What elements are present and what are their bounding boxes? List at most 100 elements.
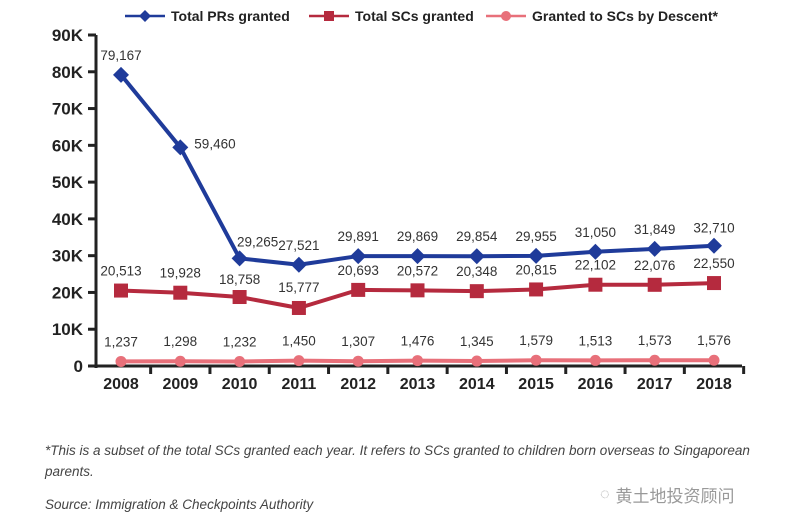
legend-label: Total PRs granted bbox=[171, 8, 290, 24]
data-label: 29,854 bbox=[456, 229, 498, 244]
y-tick-label: 80K bbox=[52, 63, 84, 82]
x-tick-label: 2013 bbox=[400, 376, 436, 393]
y-tick-label: 20K bbox=[52, 283, 84, 302]
y-tick-label: 60K bbox=[52, 136, 84, 155]
x-tick-label: 2008 bbox=[103, 376, 139, 393]
data-label: 29,891 bbox=[338, 229, 379, 244]
data-label: 19,928 bbox=[160, 266, 201, 281]
y-tick-label: 90K bbox=[52, 26, 84, 45]
data-point-diamond bbox=[231, 250, 248, 267]
legend-item-scs: Total SCs granted bbox=[309, 6, 474, 26]
data-point-diamond bbox=[646, 240, 663, 257]
data-point-diamond bbox=[409, 248, 426, 265]
data-point-square bbox=[114, 283, 128, 298]
data-label: 32,710 bbox=[693, 221, 734, 236]
data-point-square bbox=[529, 282, 544, 297]
legend-label: Total SCs granted bbox=[355, 8, 474, 24]
x-tick-label: 2016 bbox=[578, 376, 614, 393]
data-point-square bbox=[410, 283, 425, 298]
data-point-circle bbox=[530, 354, 542, 366]
data-label: 1,232 bbox=[223, 334, 257, 349]
footnote: *This is a subset of the total SCs grant… bbox=[45, 443, 750, 479]
wechat-icon: ◌ bbox=[600, 485, 610, 503]
legend-item-descent: Granted to SCs by Descent* bbox=[486, 6, 718, 26]
data-label: 22,102 bbox=[575, 258, 616, 273]
chart-legend: Total PRs granted Total SCs granted Gran… bbox=[0, 6, 800, 28]
data-point-diamond bbox=[528, 247, 545, 264]
data-point-circle bbox=[174, 355, 186, 367]
data-point-square bbox=[232, 290, 247, 305]
x-tick-label: 2009 bbox=[163, 376, 199, 393]
data-label: 1,450 bbox=[282, 334, 316, 349]
data-point-diamond bbox=[587, 243, 604, 260]
data-point-circle bbox=[649, 354, 661, 366]
legend-marker-square-icon bbox=[309, 11, 349, 21]
x-tick-label: 2012 bbox=[340, 376, 376, 393]
data-point-square bbox=[469, 284, 484, 299]
data-point-diamond bbox=[706, 237, 722, 254]
data-label: 20,693 bbox=[338, 263, 379, 278]
data-point-circle bbox=[471, 355, 483, 367]
data-label: 22,550 bbox=[693, 256, 734, 271]
data-label: 20,513 bbox=[100, 264, 141, 279]
data-label: 1,307 bbox=[341, 334, 375, 349]
data-label: 18,758 bbox=[219, 272, 260, 287]
x-tick-label: 2011 bbox=[282, 376, 317, 393]
data-label: 1,476 bbox=[401, 334, 435, 349]
data-label: 22,076 bbox=[634, 258, 675, 273]
data-label: 20,348 bbox=[456, 264, 497, 279]
data-point-circle bbox=[352, 355, 364, 367]
y-tick-label: 30K bbox=[52, 247, 84, 266]
data-point-diamond bbox=[468, 248, 485, 265]
line-chart: 0 10K 20K 30K 40K 50K 60K 70K 80K 90K 2008 2009 2010… bbox=[52, 26, 746, 393]
data-label: 20,572 bbox=[397, 263, 438, 278]
x-tick-label: 2015 bbox=[518, 376, 554, 393]
x-tick-label: 2010 bbox=[222, 376, 258, 393]
data-label: 79,167 bbox=[100, 48, 141, 63]
data-point-circle bbox=[708, 354, 720, 366]
data-point-square bbox=[707, 276, 721, 291]
data-point-square bbox=[351, 282, 366, 297]
data-point-square bbox=[588, 277, 603, 292]
data-label: 20,815 bbox=[515, 262, 556, 277]
source-note: Source: Immigration & Checkpoints Author… bbox=[45, 497, 314, 512]
data-point-circle bbox=[412, 355, 423, 367]
data-point-circle bbox=[589, 354, 601, 366]
watermark: ◌ 黄土地投资顾问 bbox=[600, 482, 735, 507]
data-label: 1,513 bbox=[579, 333, 613, 348]
y-tick-label: 10K bbox=[52, 320, 84, 339]
legend-marker-circle-icon bbox=[486, 11, 526, 21]
data-label: 1,579 bbox=[519, 333, 553, 348]
data-point-diamond bbox=[113, 66, 129, 83]
legend-item-prs: Total PRs granted bbox=[125, 6, 290, 26]
data-label: 15,777 bbox=[278, 280, 319, 295]
data-label: 29,869 bbox=[397, 229, 438, 244]
data-point-square bbox=[647, 277, 662, 292]
data-label: 59,460 bbox=[194, 136, 235, 151]
data-point-diamond bbox=[350, 248, 367, 265]
y-tick-label: 70K bbox=[52, 100, 84, 119]
data-label: 31,050 bbox=[575, 225, 616, 240]
data-point-square bbox=[173, 285, 188, 300]
legend-marker-diamond-icon bbox=[125, 10, 165, 22]
x-tick-label: 2018 bbox=[696, 376, 732, 393]
legend-label: Granted to SCs by Descent* bbox=[532, 8, 718, 24]
data-label: 1,573 bbox=[638, 333, 672, 348]
x-tick-label: 2014 bbox=[459, 376, 495, 393]
data-label: 29,265 bbox=[237, 234, 278, 249]
watermark-text: 黄土地投资顾问 bbox=[615, 487, 735, 506]
data-point-circle bbox=[293, 355, 305, 367]
data-label: 1,345 bbox=[460, 334, 494, 349]
data-label: 1,576 bbox=[697, 333, 731, 348]
x-tick-label: 2017 bbox=[637, 376, 673, 393]
data-label: 1,237 bbox=[104, 334, 138, 349]
data-label: 31,849 bbox=[634, 222, 675, 237]
data-label: 27,521 bbox=[278, 238, 319, 253]
data-label: 29,955 bbox=[515, 229, 556, 244]
data-point-diamond bbox=[290, 256, 307, 273]
data-point-diamond bbox=[172, 139, 189, 156]
data-point-circle bbox=[234, 355, 246, 367]
y-tick-label: 50K bbox=[52, 173, 84, 192]
y-tick-label: 0 bbox=[74, 357, 83, 376]
data-point-circle bbox=[115, 355, 127, 367]
